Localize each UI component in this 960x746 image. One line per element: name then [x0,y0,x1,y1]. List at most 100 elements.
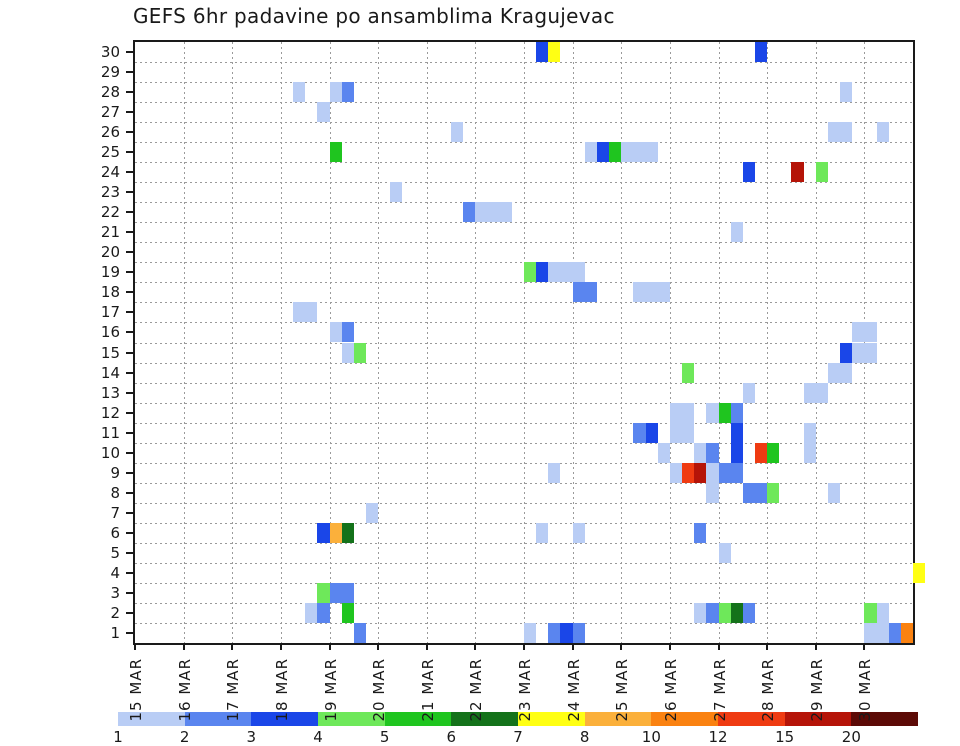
y-axis-tick [126,391,133,394]
heatmap-cell [840,342,853,363]
colorbar-tick-label: 3 [246,728,257,746]
heatmap-cell [742,602,755,623]
heatmap-cell [718,462,731,483]
y-axis-tick [126,551,133,554]
colorbar-segment [784,712,852,726]
y-axis-label: 30 [100,43,120,62]
x-axis-tick [668,643,671,650]
y-axis-tick [126,231,133,234]
y-axis-label: 24 [100,163,120,182]
heatmap-cell [548,462,561,483]
colorbar-segment [518,712,585,726]
heatmap-cell [596,142,610,163]
heatmap-cell [852,322,865,343]
heatmap-cell [317,582,330,603]
heatmap-cell [329,582,342,603]
heatmap-cell [621,142,634,163]
heatmap-cell [791,162,804,183]
colorbar-segment [318,712,385,726]
heatmap-cell [451,122,464,143]
heatmap-cell [718,542,731,563]
colorbar-tick-label: 20 [841,728,861,746]
heatmap-cell [329,82,342,103]
heatmap-cell [694,602,707,623]
heatmap-cell [548,622,561,643]
y-axis-label: 2 [110,603,120,622]
y-axis-tick [126,271,133,274]
y-axis-tick [126,511,133,514]
y-axis-label: 11 [100,423,120,442]
y-axis-label: 28 [100,83,120,102]
heatmap-cell [754,442,768,463]
y-axis-label: 9 [110,463,120,482]
y-axis-tick [126,431,133,434]
x-axis-label: 24 MAR [564,658,583,722]
x-axis-label: 19 MAR [321,658,340,722]
y-axis-tick [126,531,133,534]
y-axis-label: 26 [100,123,120,142]
y-axis-label: 3 [110,583,120,602]
heatmap-cell [767,482,780,503]
colorbar-tick-label: 4 [313,728,323,746]
heatmap-cell [645,422,658,443]
heatmap-cell [767,442,780,463]
heatmap-cell [815,382,828,403]
y-axis-tick [126,471,133,474]
x-axis-tick [279,643,282,650]
y-axis-label: 29 [100,63,120,82]
heatmap-cell [718,602,731,623]
colorbar-tick-label: 2 [179,728,190,746]
y-axis-tick [126,331,133,334]
heatmap-cell [706,602,719,623]
heatmap-cell [317,522,330,543]
heatmap-cell [305,302,318,323]
heatmap-cell [754,42,768,63]
chart-title: GEFS 6hr padavine po ansamblima Kragujev… [133,4,615,28]
x-axis-tick [523,643,525,650]
heatmap-cell [329,142,342,163]
y-axis-label: 5 [110,543,120,562]
heatmap-cell [293,302,306,323]
heatmap-cell [840,362,853,383]
heatmap-cell [706,402,719,423]
heatmap-cell [536,522,549,543]
y-axis-tick [126,151,133,154]
heatmap-cell [876,122,889,143]
y-axis-label: 27 [100,103,120,122]
heatmap-cell [682,402,695,423]
colorbar-tick-label: 8 [579,728,590,746]
colorbar-segment [118,712,185,726]
heatmap-cell [633,422,646,443]
heatmap-cell [864,622,877,643]
heatmap-cell [341,322,354,343]
heatmap-cell [390,182,403,203]
colorbar-tick-label: 15 [775,728,795,746]
y-axis-tick [126,111,133,114]
y-axis-label: 7 [110,503,120,522]
heatmap-cell [888,622,901,643]
y-axis-tick [126,191,133,194]
heatmap-cell [730,442,743,463]
y-axis-tick [126,211,133,214]
x-axis-label: 26 MAR [661,658,680,722]
heatmap-cell [827,362,841,383]
y-axis-label: 12 [100,403,120,422]
heatmap-cell [353,342,366,363]
heatmap-cell [694,522,707,543]
heatmap-cell [584,142,597,163]
colorbar-tick-label: 10 [641,728,661,746]
heatmap-cell [840,82,853,103]
heatmap-cell [341,582,354,603]
heatmap-cell [682,362,695,383]
y-axis-tick [126,591,133,594]
x-axis-label: 16 MAR [175,658,194,722]
x-axis-label: 20 MAR [370,658,389,722]
heatmap-cell [803,422,816,443]
heatmap-cell [572,622,585,643]
heatmap-cell [742,162,755,183]
heatmap-cell [803,442,816,463]
heatmap-cell [584,282,597,303]
heatmap-cell [730,222,743,243]
heatmap-cell [754,482,768,503]
colorbar-segment [184,712,252,726]
